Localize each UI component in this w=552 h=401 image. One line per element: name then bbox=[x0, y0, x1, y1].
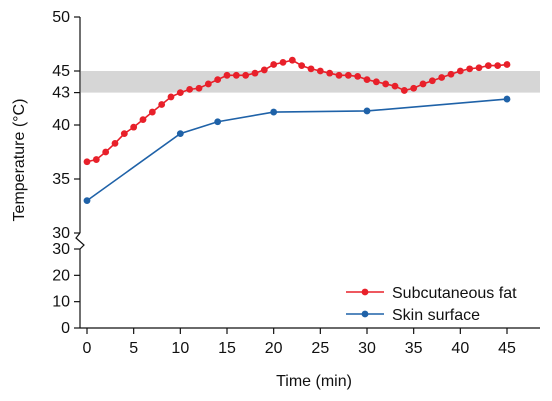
data-point bbox=[447, 70, 455, 78]
data-point bbox=[214, 118, 222, 126]
data-point bbox=[148, 108, 156, 116]
data-point bbox=[92, 156, 100, 163]
x-tick-label: 20 bbox=[265, 340, 283, 357]
data-point bbox=[503, 95, 511, 103]
y-axis-title: Temperature (°C) bbox=[11, 99, 28, 222]
series-layer bbox=[83, 56, 511, 205]
data-point bbox=[176, 130, 184, 138]
data-point bbox=[382, 80, 390, 88]
x-tick-label: 35 bbox=[405, 340, 423, 357]
x-tick-label: 15 bbox=[218, 340, 236, 357]
data-point bbox=[335, 71, 343, 79]
data-point bbox=[419, 80, 427, 88]
y-tick-label: 10 bbox=[52, 294, 70, 311]
data-point bbox=[438, 74, 446, 81]
data-point bbox=[307, 65, 315, 73]
y-tick-label: 30 bbox=[52, 225, 70, 242]
y-tick-label: 43 bbox=[52, 85, 70, 102]
data-point bbox=[363, 107, 371, 115]
y-tick-label: 35 bbox=[52, 171, 70, 188]
data-point bbox=[83, 158, 91, 166]
y-tick-label: 40 bbox=[52, 117, 70, 134]
data-point bbox=[475, 64, 483, 72]
data-point bbox=[102, 148, 110, 156]
data-point bbox=[251, 69, 259, 77]
x-tick-label: 0 bbox=[83, 340, 92, 357]
x-tick-label: 30 bbox=[358, 340, 376, 357]
data-point bbox=[288, 56, 296, 64]
data-point bbox=[270, 108, 278, 116]
legend: Subcutaneous fat Skin surface bbox=[346, 285, 517, 324]
x-tick-label: 25 bbox=[311, 340, 329, 357]
data-point bbox=[410, 84, 418, 92]
data-point bbox=[120, 130, 128, 138]
legend-swatch-marker bbox=[361, 310, 369, 318]
series-line bbox=[86, 98, 508, 202]
data-point bbox=[242, 71, 250, 79]
x-tick-label: 40 bbox=[451, 340, 469, 357]
legend-label: Skin surface bbox=[392, 307, 480, 324]
data-point bbox=[139, 116, 147, 123]
x-tick-label: 5 bbox=[129, 340, 138, 357]
x-axis-title: Time (min) bbox=[276, 373, 352, 390]
data-point bbox=[298, 62, 306, 69]
data-point bbox=[223, 71, 231, 79]
data-point bbox=[354, 73, 362, 80]
data-point bbox=[158, 101, 166, 108]
data-point bbox=[503, 61, 511, 68]
y-tick-label: 0 bbox=[61, 320, 70, 337]
data-point bbox=[270, 61, 278, 68]
data-point bbox=[456, 67, 464, 75]
legend-swatch-marker bbox=[361, 288, 369, 296]
data-point bbox=[232, 71, 240, 79]
legend-label: Subcutaneous fat bbox=[392, 285, 517, 302]
data-point bbox=[195, 84, 203, 92]
series-subcutaneous-fat bbox=[83, 56, 511, 166]
x-tick-label: 45 bbox=[498, 340, 516, 357]
data-point bbox=[391, 82, 399, 90]
data-point bbox=[279, 58, 287, 66]
series-line bbox=[86, 59, 508, 163]
data-point bbox=[484, 62, 492, 69]
axes: 30 35 40 43 45 50 0 10 20 30 0 5 10 15 20 25 30 35 40 45 bbox=[52, 9, 540, 357]
data-point bbox=[326, 69, 334, 77]
data-point bbox=[344, 71, 352, 79]
y-tick-label: 45 bbox=[52, 63, 70, 80]
data-point bbox=[186, 85, 194, 93]
data-point bbox=[204, 80, 212, 88]
data-point bbox=[316, 67, 324, 75]
shaded-band-group bbox=[81, 71, 540, 93]
data-point bbox=[83, 197, 91, 205]
data-point bbox=[214, 76, 222, 84]
data-point bbox=[466, 65, 474, 73]
data-point bbox=[111, 139, 119, 147]
data-point bbox=[494, 62, 502, 69]
data-point bbox=[260, 66, 268, 74]
data-point bbox=[428, 77, 436, 85]
y-tick-label: 50 bbox=[52, 9, 70, 26]
data-point bbox=[167, 93, 175, 101]
axis-break-mark bbox=[75, 232, 85, 250]
legend-item: Skin surface bbox=[346, 307, 480, 324]
data-point bbox=[130, 123, 138, 131]
data-point bbox=[372, 78, 380, 86]
data-point bbox=[400, 87, 408, 94]
data-point bbox=[176, 89, 184, 96]
y-tick-label: 30 bbox=[52, 241, 70, 258]
legend-item: Subcutaneous fat bbox=[346, 285, 517, 302]
series-skin-surface bbox=[83, 95, 511, 205]
y-tick-label: 20 bbox=[52, 267, 70, 284]
data-point bbox=[363, 76, 371, 84]
shaded-band bbox=[81, 71, 540, 93]
x-tick-label: 10 bbox=[171, 340, 189, 357]
